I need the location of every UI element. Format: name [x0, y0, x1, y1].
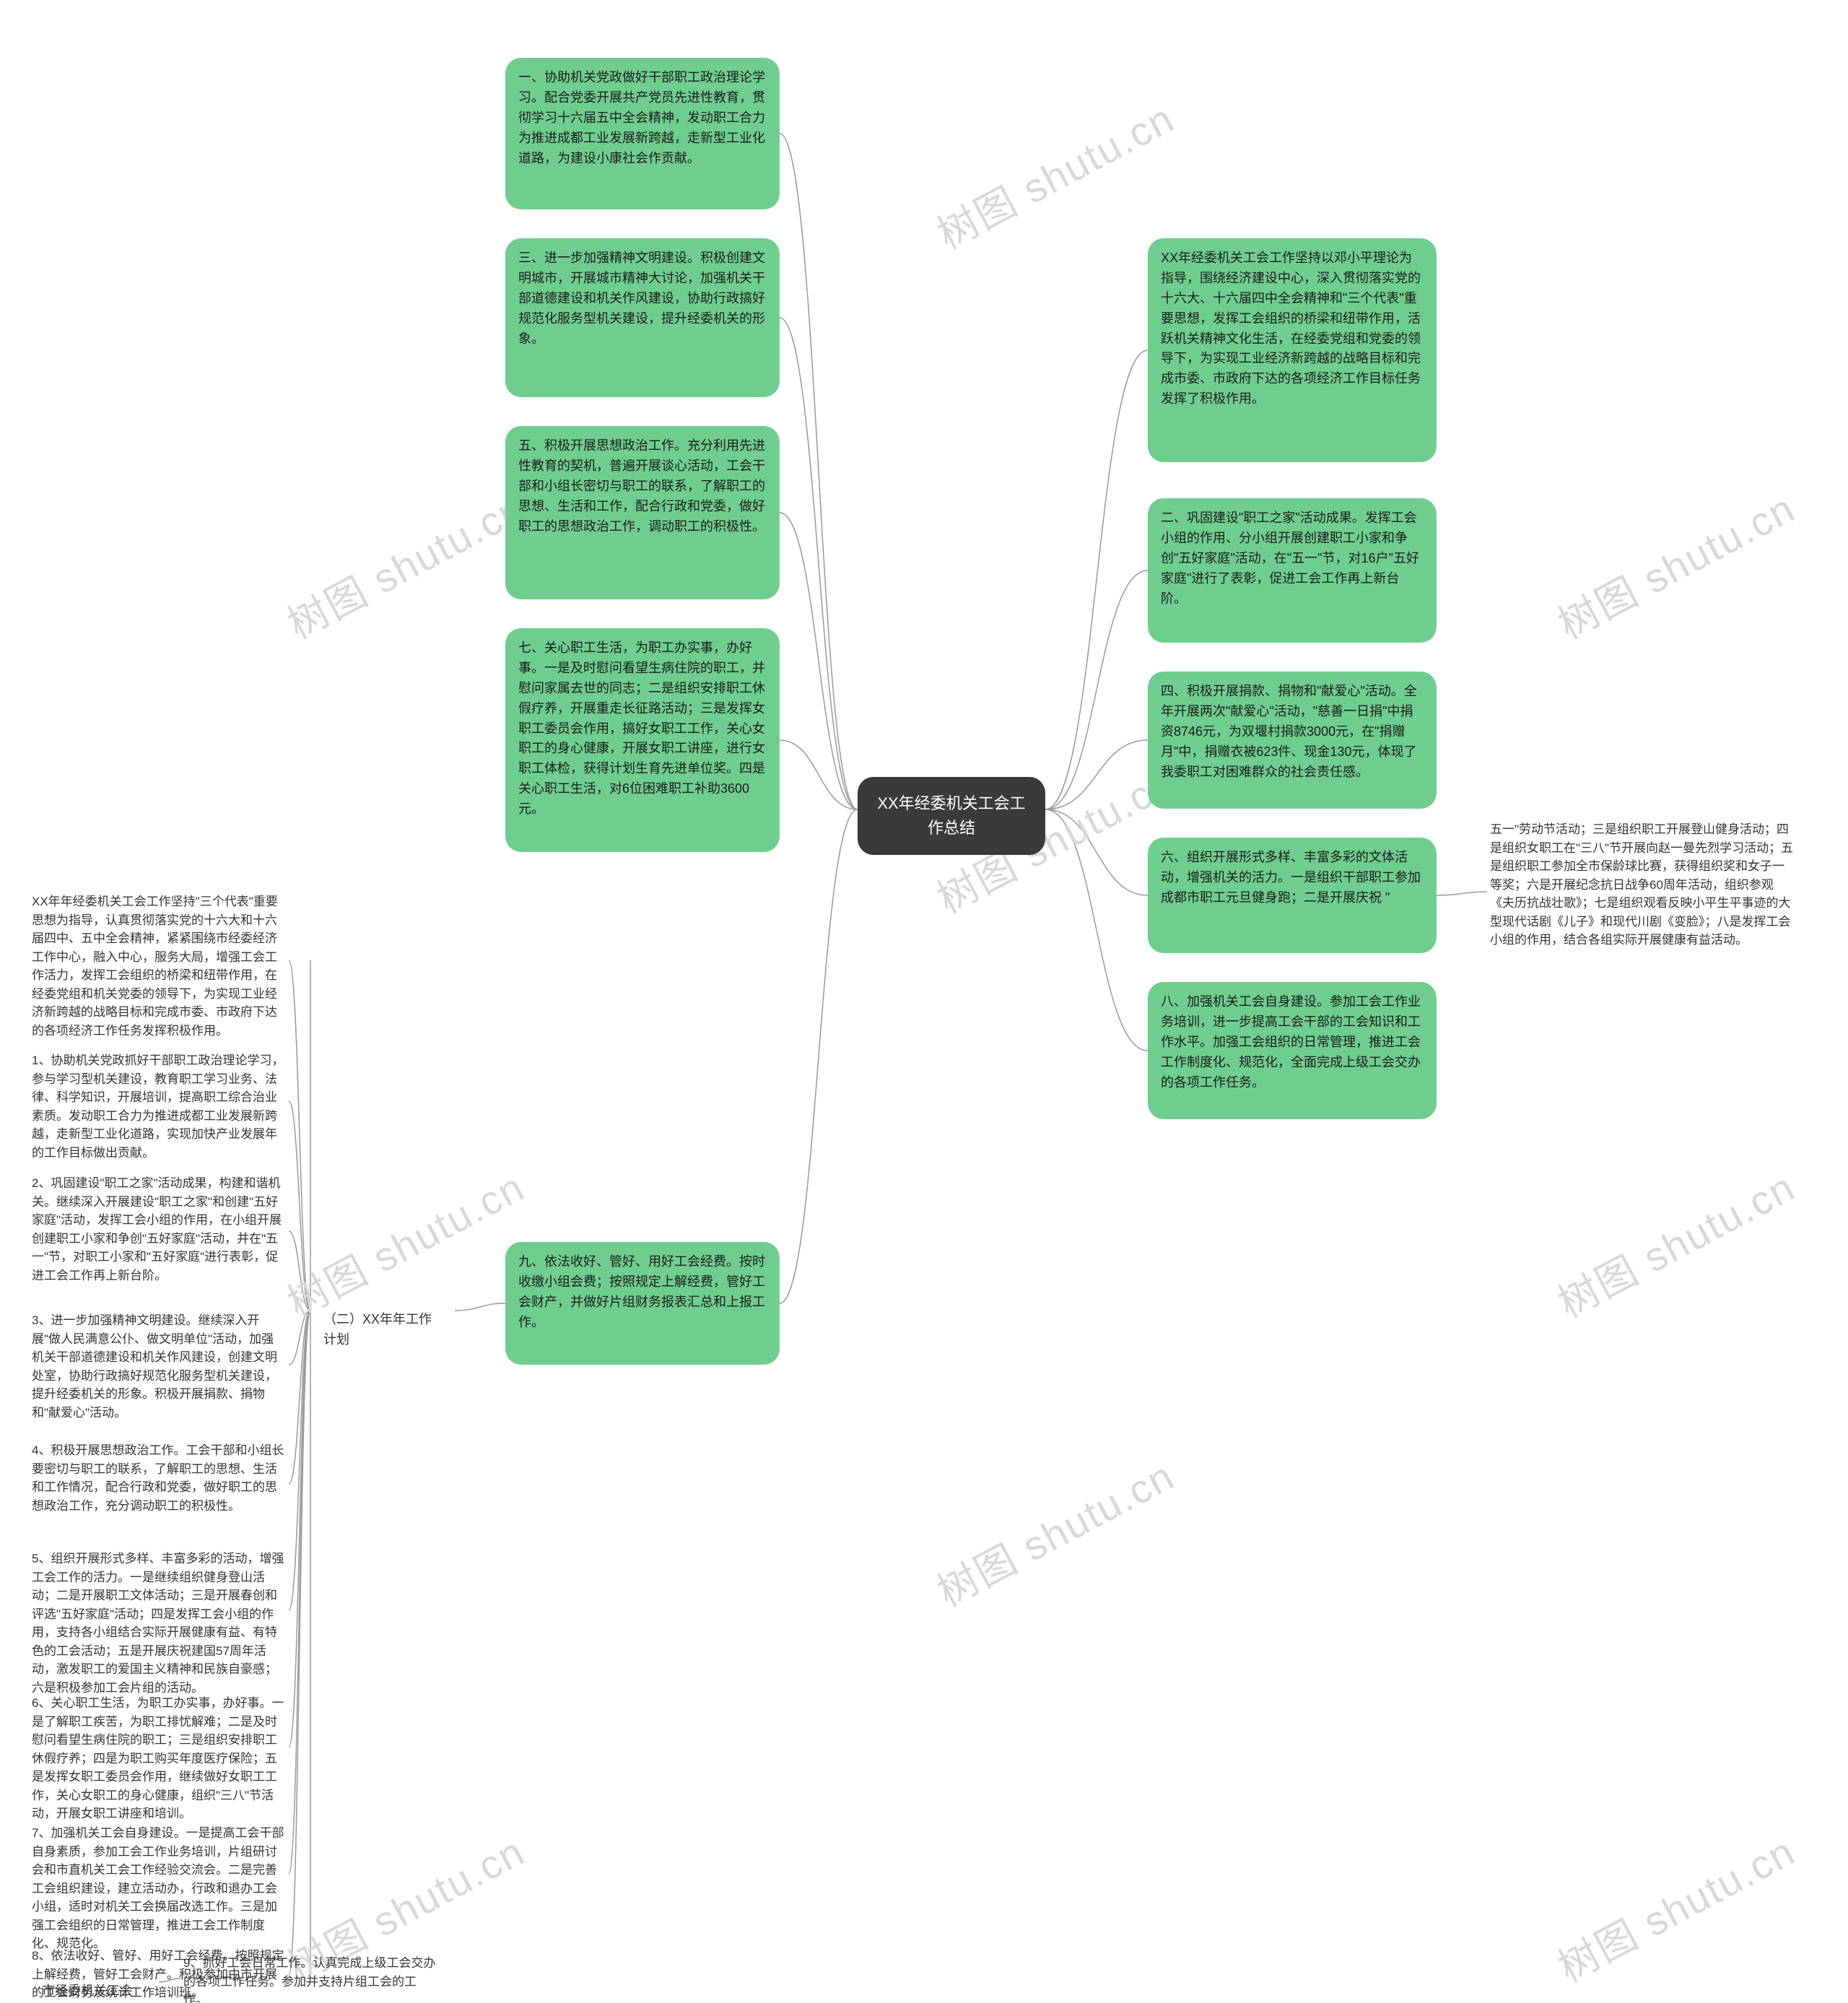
node-p2: 2、巩固建设"职工之家"活动成果，构建和谐机关。继续深入开展建设"职工之家"和创… — [29, 1170, 289, 1292]
watermark: 树图 shutu.cn — [925, 87, 1183, 261]
node-p5: 5、组织开展形式多样、丰富多彩的活动，增强工会工作的活力。一是继续组织健身登山活… — [29, 1545, 289, 1701]
root-node[interactable]: XX年经委机关工会工作总结 — [858, 777, 1045, 855]
node-r6a: 五一"劳动节活动；三是组织职工开展登山健身活动；四是组织女职工在"三八"节开展向… — [1487, 816, 1797, 968]
node-r1[interactable]: XX年经委机关工会工作坚持以邓小平理论为指导，围绕经济建设中心，深入贯彻落实党的… — [1148, 238, 1437, 462]
node-b7[interactable]: 七、关心职工生活，为职工办实事，办好事。一是及时慰问看望生病住院的职工，并慰问家… — [505, 628, 780, 852]
node-p4: 4、积极开展思想政治工作。工会干部和小组长要密切与职工的联系，了解职工的思想、生… — [29, 1437, 289, 1531]
watermark: 树图 shutu.cn — [276, 477, 533, 651]
mindmap-canvas: 树图 shutu.cn 树图 shutu.cn 树图 shutu.cn 树图 s… — [0, 0, 1848, 2003]
node-p9: 9、抓好工会日常工作。认真完成上级工会交办的各项工作任务。参加并支持片组工会的工… — [180, 1950, 440, 2003]
node-b5[interactable]: 五、积极开展思想政治工作。充分利用先进性教育的契机，普遍开展谈心活动，工会干部和… — [505, 426, 780, 599]
node-r6[interactable]: 六、组织开展形式多样、丰富多彩的文体活动，增强机关的活力。一是组织干部职工参加成… — [1148, 838, 1437, 953]
node-p3: 3、进一步加强精神文明建设。继续深入开展"做人民满意公仆、做文明单位"活动，加强… — [29, 1307, 289, 1426]
node-r8[interactable]: 八、加强机关工会自身建设。参加工会工作业务培训，进一步提高工会干部的工会知识和工… — [1148, 982, 1437, 1119]
node-p1: 1、协助机关党政抓好干部职工政治理论学习，参与学习型机关建设，教育职工学习业务、… — [29, 1047, 289, 1166]
watermark: 树图 shutu.cn — [1546, 1820, 1804, 1994]
node-plan_label: （二）XX年年工作计划 — [310, 1300, 455, 1360]
node-b3[interactable]: 三、进一步加强精神文明建设。积极创建文明城市，开展城市精神大讨论，加强机关干部道… — [505, 238, 780, 397]
watermark: 树图 shutu.cn — [925, 1444, 1183, 1618]
node-org_label: 市经委机关工会 — [29, 1971, 159, 2003]
node-r2[interactable]: 二、巩固建设"职工之家"活动成果。发挥工会小组的作用、分小组开展创建职工小家和争… — [1148, 498, 1437, 643]
node-p0: XX年年经委机关工会工作坚持"三个代表"重要思想为指导，认真贯彻落实党的十六大和… — [29, 888, 289, 1044]
watermark: 树图 shutu.cn — [1546, 1155, 1804, 1329]
node-p6: 6、关心职工生活，为职工办实事，办好事。一是了解职工疾苦，为职工排忧解难；二是及… — [29, 1690, 289, 1828]
node-b9[interactable]: 九、依法收好、管好、用好工会经费。按时收缴小组会费；按照规定上解经费，管好工会财… — [505, 1242, 780, 1365]
node-r4[interactable]: 四、积极开展捐款、捐物和"献爱心"活动。全年开展两次"献爱心"活动，"慈善一日捐… — [1148, 672, 1437, 809]
watermark: 树图 shutu.cn — [1546, 477, 1804, 651]
node-p7: 7、加强机关工会自身建设。一是提高工会干部自身素质，参加工会工作业务培训，片组研… — [29, 1820, 289, 1958]
node-b1[interactable]: 一、协助机关党政做好干部职工政治理论学习。配合党委开展共产党员先进性教育，贯彻学… — [505, 58, 780, 209]
